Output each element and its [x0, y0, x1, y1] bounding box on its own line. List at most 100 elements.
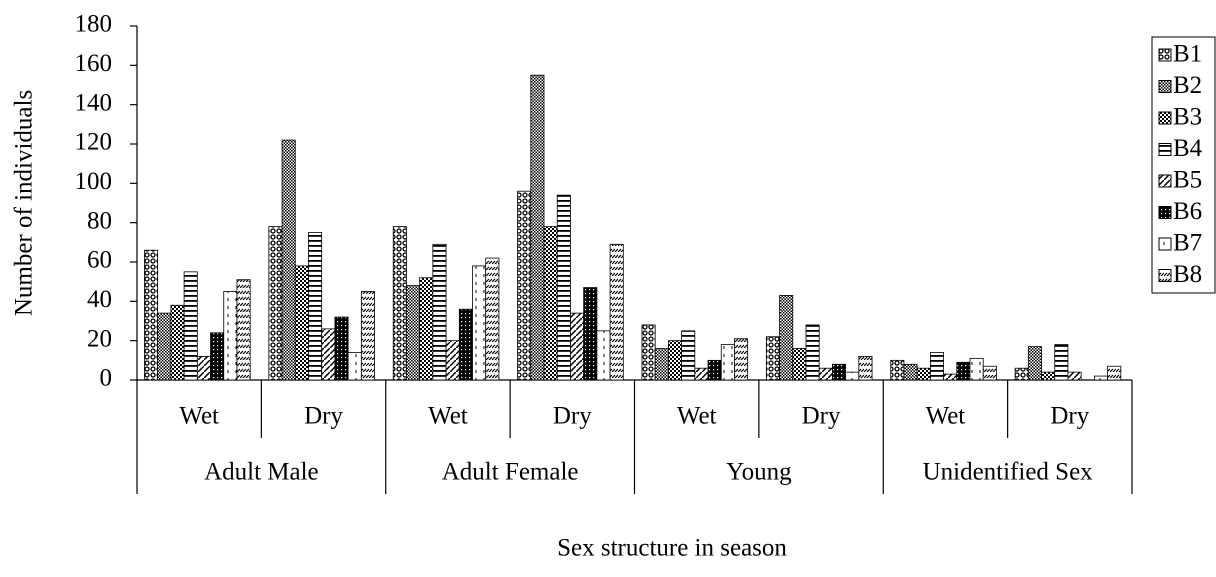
bar: [832, 363, 847, 381]
x-tick-label: Dry: [802, 403, 841, 430]
bar: [667, 340, 683, 381]
bar: [734, 338, 749, 381]
group-label: Adult Male: [204, 459, 319, 486]
group-label: Adult Female: [442, 459, 579, 486]
bar: [210, 332, 225, 381]
x-tick-label: Wet: [926, 403, 966, 430]
bar: [183, 271, 198, 381]
bar: [681, 330, 696, 381]
bar: [294, 265, 309, 381]
bar: [890, 359, 905, 381]
bar: [858, 355, 873, 381]
bar: [1014, 367, 1029, 381]
y-tick-label: 80: [87, 207, 112, 234]
legend-swatch: [1158, 111, 1172, 125]
legend-label: B6: [1173, 198, 1202, 225]
y-tick-label: 100: [75, 168, 113, 195]
bar: [485, 257, 500, 381]
bar: [779, 295, 794, 381]
bar: [392, 226, 407, 381]
x-tick-label: Wet: [677, 403, 717, 430]
bar: [845, 371, 860, 381]
legend-swatch: [1158, 174, 1172, 188]
bar: [360, 291, 375, 381]
bar: [916, 367, 931, 381]
bar: [281, 139, 296, 381]
legend-label: B5: [1173, 167, 1202, 194]
x-axis-title: Sex structure in season: [557, 535, 787, 562]
bar: [445, 340, 460, 381]
bar: [596, 330, 611, 381]
bar: [969, 357, 984, 381]
bar: [609, 243, 624, 381]
bar: [956, 361, 971, 381]
bar: [170, 304, 185, 381]
bar: [347, 352, 362, 381]
bar: [903, 363, 918, 381]
bar: [720, 344, 735, 381]
legend-swatch: [1158, 80, 1172, 93]
legend-swatch: [1158, 143, 1172, 156]
bar: [943, 373, 958, 381]
bar: [543, 226, 558, 381]
bar: [1093, 375, 1108, 381]
bar: [641, 324, 656, 381]
group-label: Unidentified Sex: [923, 459, 1094, 486]
bar: [929, 352, 944, 381]
bar: [458, 308, 473, 381]
bar: [556, 194, 571, 381]
bar: [268, 226, 283, 381]
bar: [792, 348, 807, 381]
y-tick-label: 20: [87, 325, 112, 352]
legend-label: B8: [1173, 261, 1202, 288]
x-tick-label: Dry: [304, 403, 343, 430]
bar: [1041, 371, 1056, 381]
bar: [517, 190, 532, 381]
bar: [321, 328, 336, 381]
x-tick-label: Wet: [179, 403, 219, 430]
bar: [654, 348, 669, 381]
bar: [707, 359, 722, 381]
y-tick-label: 60: [87, 247, 112, 274]
bar: [308, 232, 323, 381]
bar: [1107, 365, 1122, 381]
bar: [419, 277, 434, 381]
legend-swatch: [1158, 269, 1172, 282]
bar: [765, 336, 780, 381]
bar: [818, 367, 833, 381]
x-tick-label: Dry: [553, 403, 592, 430]
legend-label: B1: [1173, 41, 1202, 68]
y-tick-label: 140: [75, 89, 113, 116]
bar: [406, 285, 421, 381]
bar: [334, 316, 349, 381]
legend-label: B7: [1173, 230, 1202, 257]
bar: [1054, 344, 1069, 381]
bar: [223, 291, 238, 381]
bar: [196, 355, 211, 381]
bar: [472, 265, 487, 381]
legend-swatch: [1158, 48, 1172, 62]
y-tick-label: 0: [100, 365, 113, 392]
legend-swatch: [1158, 237, 1172, 251]
legend-label: B2: [1173, 72, 1202, 99]
bar: [236, 279, 251, 381]
y-tick-label: 40: [87, 286, 112, 313]
bar: [694, 367, 709, 381]
bar: [1067, 371, 1082, 381]
bar: [432, 243, 447, 381]
bar: [1027, 346, 1042, 381]
bar: [144, 249, 159, 381]
group-label: Young: [726, 459, 792, 486]
bar: [982, 365, 997, 381]
legend-label: B4: [1173, 135, 1203, 162]
x-tick-label: Dry: [1050, 403, 1089, 430]
bar: [570, 312, 585, 381]
x-tick-label: Wet: [428, 403, 468, 430]
y-axis-title: Number of individuals: [11, 90, 38, 316]
legend-swatch: [1158, 206, 1172, 219]
bar: [157, 312, 172, 381]
bar: [583, 287, 598, 381]
bar: [805, 324, 820, 381]
bar: [530, 74, 545, 381]
